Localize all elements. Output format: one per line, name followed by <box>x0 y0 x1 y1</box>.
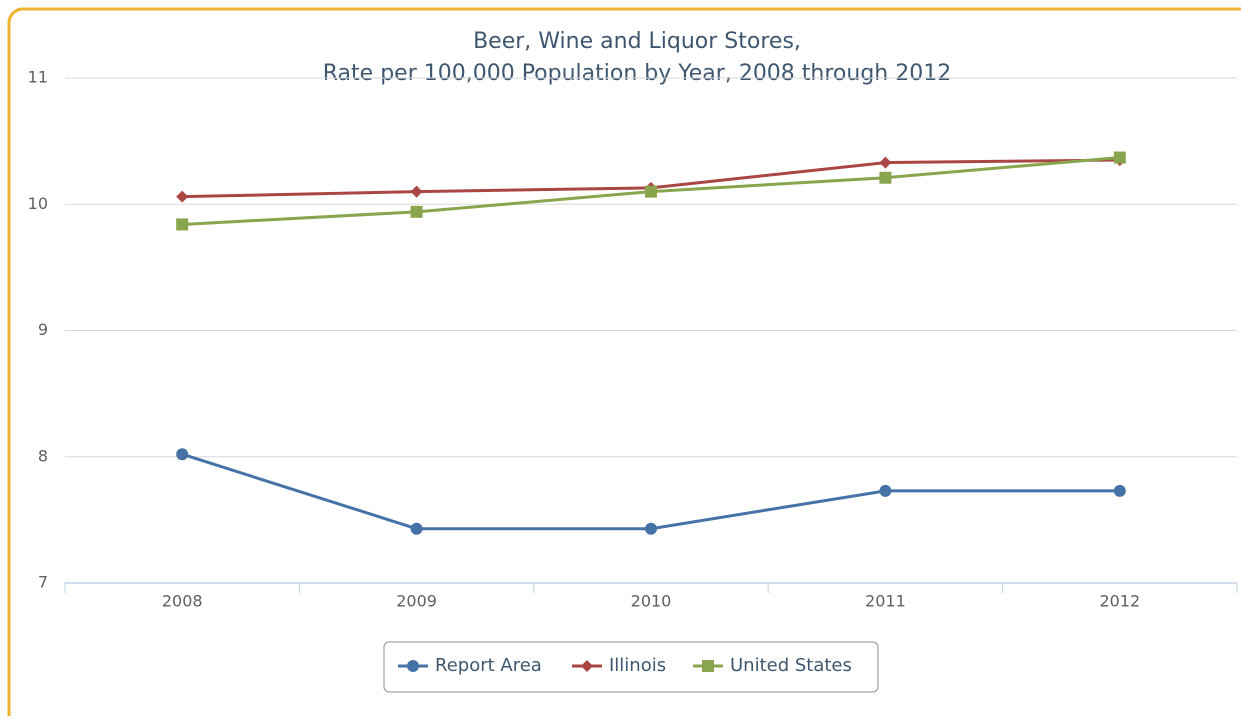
x-tick-label: 2012 <box>1099 592 1140 611</box>
marker <box>410 522 423 535</box>
marker <box>176 190 189 203</box>
marker <box>879 156 892 169</box>
marker <box>645 185 657 198</box>
x-tick-label: 2011 <box>865 592 906 611</box>
marker <box>581 660 593 672</box>
y-tick-label: 7 <box>38 573 48 592</box>
y-tick-label: 9 <box>38 320 48 339</box>
marker <box>1113 151 1126 164</box>
legend-label: United States <box>730 655 852 676</box>
legend <box>383 641 879 693</box>
chart-title: Rate per 100,000 Population by Year, 200… <box>323 61 951 86</box>
marker <box>407 660 419 672</box>
x-tick-label: 2009 <box>396 592 437 611</box>
marker <box>176 218 189 231</box>
legend-label: Illinois <box>609 655 666 676</box>
chart-title: Beer, Wine and Liquor Stores, <box>473 29 801 54</box>
x-tick-label: 2008 <box>162 592 203 611</box>
marker <box>645 522 657 535</box>
y-tick-label: 10 <box>28 194 48 213</box>
marker <box>1113 484 1126 497</box>
marker <box>410 205 423 218</box>
marker <box>176 448 189 461</box>
y-tick-label: 8 <box>38 446 48 465</box>
y-tick-label: 11 <box>28 68 48 87</box>
legend-label: Report Area <box>435 655 542 676</box>
marker <box>879 171 892 184</box>
frame <box>7 7 1241 720</box>
x-tick-label: 2010 <box>631 592 672 611</box>
marker <box>702 660 714 672</box>
marker <box>879 484 892 497</box>
marker <box>410 185 423 198</box>
